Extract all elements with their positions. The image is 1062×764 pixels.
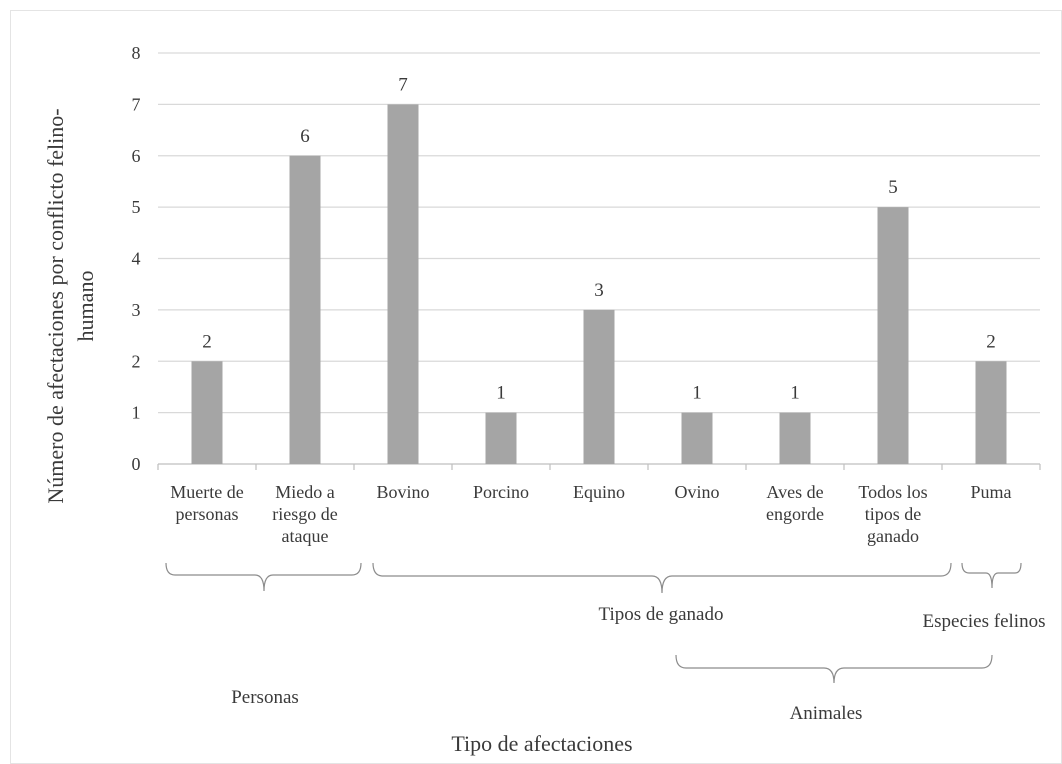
bar — [877, 207, 909, 464]
x-tick-label: Porcino — [473, 482, 529, 502]
bar — [485, 412, 517, 464]
x-axis-title: Tipo de afectaciones — [451, 731, 632, 756]
data-label: 5 — [888, 177, 898, 198]
y-axis-title-line1: Número de afectaciones por conflicto fel… — [43, 108, 68, 503]
bars — [191, 104, 1007, 464]
x-tick-label: Miedo a riesgo de ataque — [272, 482, 337, 546]
x-tick-label: Equino — [573, 482, 625, 502]
data-label: 2 — [202, 331, 212, 352]
especies-felinos-brace — [961, 562, 1022, 589]
y-tick-label: 5 — [132, 197, 141, 217]
x-tick-label: Aves de engorde — [766, 482, 824, 524]
y-tick-labels: 0 1 2 3 4 5 6 7 8 — [132, 43, 141, 474]
y-tick-label: 7 — [132, 94, 141, 114]
data-label: 6 — [300, 126, 310, 147]
y-tick-label: 8 — [132, 43, 141, 63]
animales-brace — [675, 654, 993, 684]
y-tick-label: 1 — [132, 403, 141, 423]
bar — [779, 412, 811, 464]
bar — [387, 104, 419, 464]
x-tick-label: Puma — [970, 482, 1011, 502]
group-label-animales: Animales — [790, 703, 863, 724]
y-tick-label: 0 — [132, 454, 141, 474]
bar — [681, 412, 713, 464]
data-label: 1 — [790, 383, 800, 404]
x-tick-label: Bovino — [376, 482, 429, 502]
bar — [191, 361, 223, 464]
data-label: 1 — [496, 383, 506, 404]
x-tick-label: Todos los tipos de ganado — [858, 482, 927, 546]
data-label: 2 — [986, 331, 996, 352]
tipos-ganado-brace — [372, 562, 952, 594]
group-label-personas: Personas — [231, 687, 299, 708]
y-tick-label: 4 — [132, 249, 141, 269]
group-label-especies-felinos: Especies felinos — [923, 611, 1046, 632]
x-tick-labels: Muerte de personas Miedo a riesgo de ataque B… — [170, 482, 1011, 546]
data-label: 3 — [594, 280, 604, 301]
y-axis-title-line2: humano — [73, 271, 98, 342]
personas-brace — [165, 562, 362, 592]
data-label: 7 — [398, 74, 408, 95]
bar — [975, 361, 1007, 464]
y-tick-label: 3 — [132, 300, 141, 320]
group-label-tipos-ganado: Tipos de ganado — [599, 604, 724, 625]
data-labels: 2 6 7 1 3 1 1 5 2 — [202, 74, 996, 403]
x-tick-label: Ovino — [675, 482, 720, 502]
y-tick-label: 2 — [132, 351, 141, 371]
data-label: 1 — [692, 383, 702, 404]
x-tick-label: Muerte de personas — [170, 482, 243, 524]
bar — [289, 155, 321, 464]
y-tick-label: 6 — [132, 146, 141, 166]
bar — [583, 309, 615, 464]
